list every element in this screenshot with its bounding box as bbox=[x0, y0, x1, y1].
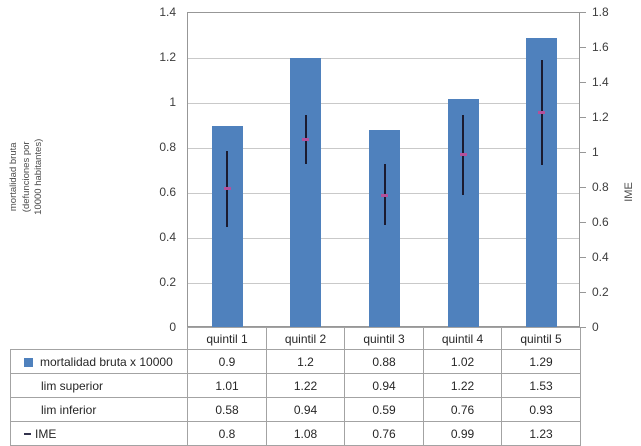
right-axis-tick-label: 0 bbox=[592, 320, 599, 334]
left-axis-title: mortalidad bruta (defunciones por 10000 … bbox=[8, 138, 45, 215]
table-cell: 0.94 bbox=[266, 397, 345, 422]
table-cell: 1.53 bbox=[501, 373, 581, 398]
right-axis-tick-mark bbox=[580, 152, 586, 153]
left-axis-tick-label: 1.4 bbox=[159, 5, 176, 19]
right-axis-tick-mark bbox=[580, 82, 586, 83]
right-axis-tick-label: 0.4 bbox=[592, 250, 609, 264]
table-row: mortalidad bruta x 10000 0.9 1.2 0.88 1.… bbox=[10, 349, 581, 374]
left-axis-tick-label: 0.2 bbox=[159, 275, 176, 289]
table-cell: 1.22 bbox=[423, 373, 502, 398]
column-header: quintil 2 bbox=[266, 327, 345, 350]
left-axis-tick-label: 0.6 bbox=[159, 185, 176, 199]
ime-marker-quintil-3 bbox=[381, 193, 388, 197]
right-axis-tick-mark bbox=[580, 117, 586, 118]
row-label-text: mortalidad bruta x 10000 bbox=[40, 354, 173, 369]
right-axis-tick-mark bbox=[580, 327, 586, 328]
table-cell: 0.76 bbox=[344, 421, 424, 446]
table-cell: 0.9 bbox=[187, 349, 267, 374]
column-header: quintil 5 bbox=[501, 327, 581, 350]
right-axis-tick-mark bbox=[580, 12, 586, 13]
gridline bbox=[188, 58, 579, 59]
row-label-ime: IME bbox=[10, 421, 188, 446]
right-axis-tick-mark bbox=[580, 187, 586, 188]
right-axis-tick-label: 0.8 bbox=[592, 180, 609, 194]
row-label-lim-superior: lim superior bbox=[10, 373, 188, 398]
bar-quintil-3 bbox=[369, 130, 400, 328]
table-cell: 0.59 bbox=[344, 397, 424, 422]
table-cell: 0.8 bbox=[187, 421, 267, 446]
left-axis-tick-label: 0 bbox=[169, 320, 176, 334]
ime-marker-quintil-2 bbox=[302, 137, 310, 141]
right-axis-title: IME bbox=[623, 182, 635, 202]
right-axis-tick-label: 0.2 bbox=[592, 285, 609, 299]
right-axis-tick-label: 1.8 bbox=[592, 5, 609, 19]
blue-square-legend-key-icon bbox=[24, 357, 33, 367]
right-axis-tick-label: 0.6 bbox=[592, 215, 609, 229]
table-cell: 1.2 bbox=[266, 349, 345, 374]
right-axis-tick-label: 1.6 bbox=[592, 40, 609, 54]
ime-marker-quintil-4 bbox=[459, 153, 467, 157]
bar-quintil-2 bbox=[290, 58, 322, 328]
ime-marker-quintil-5 bbox=[538, 111, 546, 115]
column-header: quintil 4 bbox=[423, 327, 502, 350]
left-axis-tick-label: 1 bbox=[169, 95, 176, 109]
row-label-lim-inferior: lim inferior bbox=[10, 397, 188, 422]
row-label-mortalidad-bruta: mortalidad bruta x 10000 bbox=[10, 349, 188, 374]
left-axis-tick-label: 0.4 bbox=[159, 230, 176, 244]
table-cell: 0.58 bbox=[187, 397, 267, 422]
table-cell: 0.94 bbox=[344, 373, 424, 398]
data-table: quintil 1 quintil 2 quintil 3 quintil 4 … bbox=[10, 327, 581, 446]
table-cell: 1.08 bbox=[266, 421, 345, 446]
table-cell: 1.22 bbox=[266, 373, 345, 398]
left-axis-tick-label: 0.8 bbox=[159, 140, 176, 154]
plot-area bbox=[187, 12, 580, 328]
table-cell: 0.76 bbox=[423, 397, 502, 422]
dash-legend-key-icon bbox=[24, 432, 31, 435]
right-axis-tick-mark bbox=[580, 257, 586, 258]
table-cell: 0.93 bbox=[501, 397, 581, 422]
left-axis-tick-label: 1.2 bbox=[159, 50, 176, 64]
table-cell: 0.99 bbox=[423, 421, 502, 446]
category-header-row: quintil 1 quintil 2 quintil 3 quintil 4 … bbox=[11, 327, 581, 350]
gridline bbox=[188, 103, 579, 104]
table-row: lim inferior 0.58 0.94 0.59 0.76 0.93 bbox=[10, 397, 581, 422]
right-axis-tick-mark bbox=[580, 292, 586, 293]
right-axis-tick-label: 1.2 bbox=[592, 110, 609, 124]
right-axis-tick-label: 1.4 bbox=[592, 75, 609, 89]
table-cell: 1.23 bbox=[501, 421, 581, 446]
right-axis-tick-mark bbox=[580, 47, 586, 48]
table-cell: 1.01 bbox=[187, 373, 267, 398]
table-row: IME 0.8 1.08 0.76 0.99 1.23 bbox=[10, 421, 581, 446]
column-header: quintil 3 bbox=[344, 327, 424, 350]
table-row: lim superior 1.01 1.22 0.94 1.22 1.53 bbox=[10, 373, 581, 398]
right-axis-tick-mark bbox=[580, 222, 586, 223]
table-cell: 1.29 bbox=[501, 349, 581, 374]
table-cell: 1.02 bbox=[423, 349, 502, 374]
right-axis-tick-label: 1 bbox=[592, 145, 599, 159]
table-cell: 0.88 bbox=[344, 349, 424, 374]
column-header: quintil 1 bbox=[187, 327, 267, 350]
ime-marker-quintil-1 bbox=[223, 186, 231, 190]
row-label-text: IME bbox=[35, 426, 57, 441]
